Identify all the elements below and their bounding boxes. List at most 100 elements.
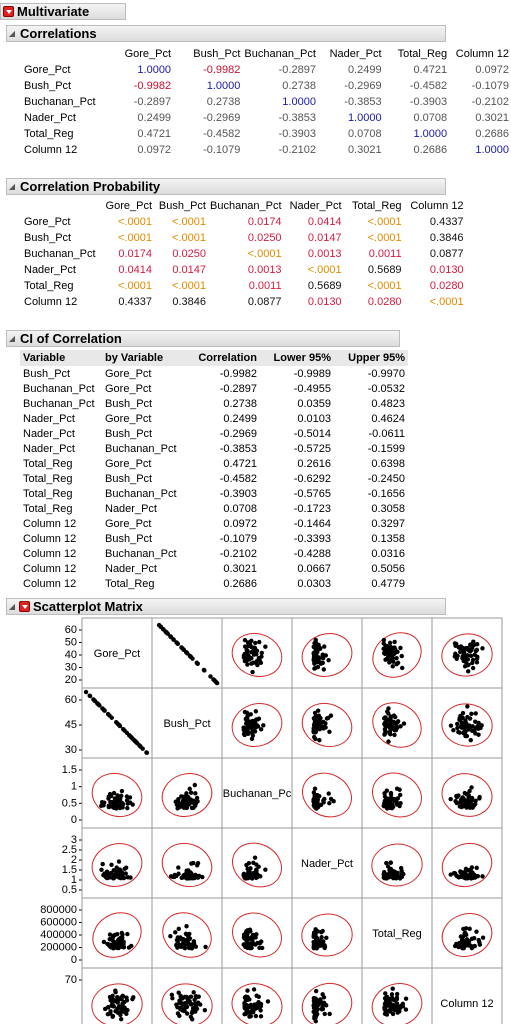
scatterplot-cell[interactable] — [81, 687, 153, 759]
ci-cell: Column 12 — [23, 547, 77, 560]
scatterplot-cell[interactable] — [291, 617, 363, 689]
row-label: Column 12 — [24, 144, 78, 156]
column-header: Total_Reg — [397, 48, 448, 60]
table-row: Nader_Pct Gore_Pct 0.2499 0.0103 0.4624 — [20, 411, 408, 426]
scatterplot-cell[interactable] — [151, 617, 223, 689]
scatterplot-cell[interactable] — [361, 827, 433, 899]
table-row: Buchanan_Pct Gore_Pct -0.2897 -0.4955 -0.053… — [20, 381, 408, 396]
ci-cell: -0.4288 — [293, 547, 331, 560]
scatterplot-cell[interactable] — [151, 757, 223, 829]
scatterplot-cell[interactable] — [291, 967, 363, 1024]
row-label: Total_Reg — [24, 128, 74, 140]
multivariate-header[interactable]: Multivariate — [0, 3, 126, 20]
probability-cell: <.0001 — [172, 216, 206, 228]
ci-cell: -0.5014 — [293, 427, 331, 440]
table-row: Column 12 Nader_Pct 0.3021 0.0667 0.5056 — [20, 561, 408, 576]
axis-tick-label: 45 — [65, 719, 77, 731]
scatterplot-cell[interactable]: Buchanan_Pc — [221, 757, 293, 829]
ci-of-correlation-header[interactable]: ◢ CI of Correlation — [6, 330, 400, 347]
scatterplot-cell[interactable] — [81, 967, 153, 1024]
scatterplot-cell[interactable]: Column 12 — [431, 967, 503, 1024]
correlation-probability-title: Correlation Probability — [20, 179, 161, 194]
scatterplot-matrix-header[interactable]: ◢ Scatterplot Matrix — [6, 598, 446, 615]
scatterplot-cell[interactable]: Bush_Pct — [151, 687, 223, 759]
correlations-table: Gore_Pct Bush_Pct Buchanan_Pct Nader_Pct Tot… — [22, 46, 511, 158]
scatterplot-cell[interactable] — [291, 897, 363, 969]
disclosure-icon[interactable]: ◢ — [8, 29, 16, 38]
table-row: Total_Reg Nader_Pct 0.0708 -0.1723 0.3058 — [20, 501, 408, 516]
scatterplot-cell[interactable] — [81, 897, 153, 969]
scatterplot-cell[interactable] — [431, 617, 503, 689]
ci-cell: Bush_Pct — [105, 397, 153, 410]
table-row: Column 12 Gore_Pct 0.0972 -0.1464 0.3297 — [20, 516, 408, 531]
column-header[interactable]: Correlation — [184, 350, 260, 366]
scatterplot-cell[interactable] — [151, 827, 223, 899]
table-row: Total_Reg 0.4721 -0.4582 -0.3903 0.0708 1.000… — [22, 126, 511, 142]
column-header: Nader_Pct — [329, 48, 382, 60]
scatterplot-cell[interactable] — [221, 897, 293, 969]
red-triangle-menu-icon[interactable] — [3, 6, 14, 17]
correlation-cell: 0.0708 — [347, 128, 382, 140]
scatterplot-cell[interactable] — [291, 687, 363, 759]
scatterplot-cell[interactable] — [361, 967, 433, 1024]
scatterplot-cell[interactable] — [431, 687, 503, 759]
scatterplot-cell[interactable]: Nader_Pct — [291, 827, 363, 899]
ci-cell: Total_Reg — [23, 472, 73, 485]
ci-cell: 0.2499 — [223, 412, 257, 425]
probability-cell: 0.0877 — [429, 248, 464, 260]
axis-tick-label: 60 — [65, 694, 77, 706]
axis-tick-label: 60 — [65, 624, 77, 636]
scatterplot-cell[interactable] — [361, 757, 433, 829]
scatterplot-cell[interactable]: Gore_Pct — [81, 617, 153, 689]
axis-tick-label: 1 — [71, 781, 77, 793]
scatterplot-cell[interactable]: Total_Reg — [361, 897, 433, 969]
probability-cell: 0.0280 — [429, 280, 464, 292]
scatterplot-cell[interactable] — [361, 617, 433, 689]
ci-cell: 0.0667 — [297, 562, 331, 575]
probability-cell: 0.0147 — [307, 232, 342, 244]
ci-cell: 0.3297 — [371, 517, 405, 530]
scatterplot-cell[interactable] — [81, 757, 153, 829]
disclosure-icon[interactable]: ◢ — [8, 602, 16, 611]
column-header[interactable]: Lower 95% — [260, 350, 334, 366]
scatterplot-cell[interactable] — [361, 687, 433, 759]
scatterplot-cell[interactable] — [221, 687, 293, 759]
ci-cell: Bush_Pct — [23, 367, 71, 380]
scatterplot-cell[interactable] — [221, 967, 293, 1024]
scatterplot-cell[interactable] — [151, 967, 223, 1024]
scatterplot-cell[interactable] — [221, 617, 293, 689]
column-header[interactable]: Variable — [20, 350, 102, 366]
header-row: Gore_Pct Bush_Pct Buchanan_Pct Nader_Pct Tot… — [22, 46, 511, 62]
scatterplot-cell[interactable] — [81, 827, 153, 899]
probability-cell: <.0001 — [367, 216, 402, 228]
column-header[interactable]: by Variable — [102, 350, 184, 366]
ci-cell: -0.3853 — [219, 442, 257, 455]
ci-cell: -0.1599 — [367, 442, 405, 455]
red-triangle-menu-icon[interactable] — [19, 601, 30, 612]
correlation-probability-header[interactable]: ◢ Correlation Probability — [6, 178, 446, 195]
ci-cell: Buchanan_Pct — [105, 442, 177, 455]
scatterplot-cell[interactable] — [431, 897, 503, 969]
scatterplot-matrix[interactable]: 60504030206045301.510.5032.521.510.58000… — [0, 614, 511, 1024]
ci-cell: Buchanan_Pct — [23, 382, 95, 395]
table-row: Bush_Pct -0.9982 1.0000 0.2738 -0.2969 -0.458… — [22, 78, 511, 94]
ci-cell: -0.2102 — [219, 547, 257, 560]
scatterplot-cell[interactable] — [431, 827, 503, 899]
scatterplot-cell[interactable] — [151, 897, 223, 969]
correlations-header[interactable]: ◢ Correlations — [6, 25, 446, 42]
ci-cell: 0.0103 — [297, 412, 331, 425]
scatterplot-cell[interactable] — [291, 757, 363, 829]
column-header: Column 12 — [455, 48, 509, 60]
table-row: Gore_Pct <.0001 <.0001 0.0174 0.0414 <.0001 0.… — [22, 214, 466, 230]
axis-tick-label: 2 — [71, 854, 77, 866]
ci-cell: -0.6292 — [293, 472, 331, 485]
disclosure-icon[interactable]: ◢ — [8, 334, 16, 343]
column-header[interactable]: Upper 95% — [334, 350, 408, 366]
correlation-cell: -0.2897 — [133, 96, 172, 108]
probability-cell: <.0001 — [429, 296, 464, 308]
scatterplot-cell[interactable] — [221, 827, 293, 899]
correlation-cell: 0.2499 — [347, 64, 382, 76]
axis-tick-label: 400000 — [40, 929, 77, 941]
scatterplot-cell[interactable] — [431, 757, 503, 829]
disclosure-icon[interactable]: ◢ — [8, 182, 16, 191]
